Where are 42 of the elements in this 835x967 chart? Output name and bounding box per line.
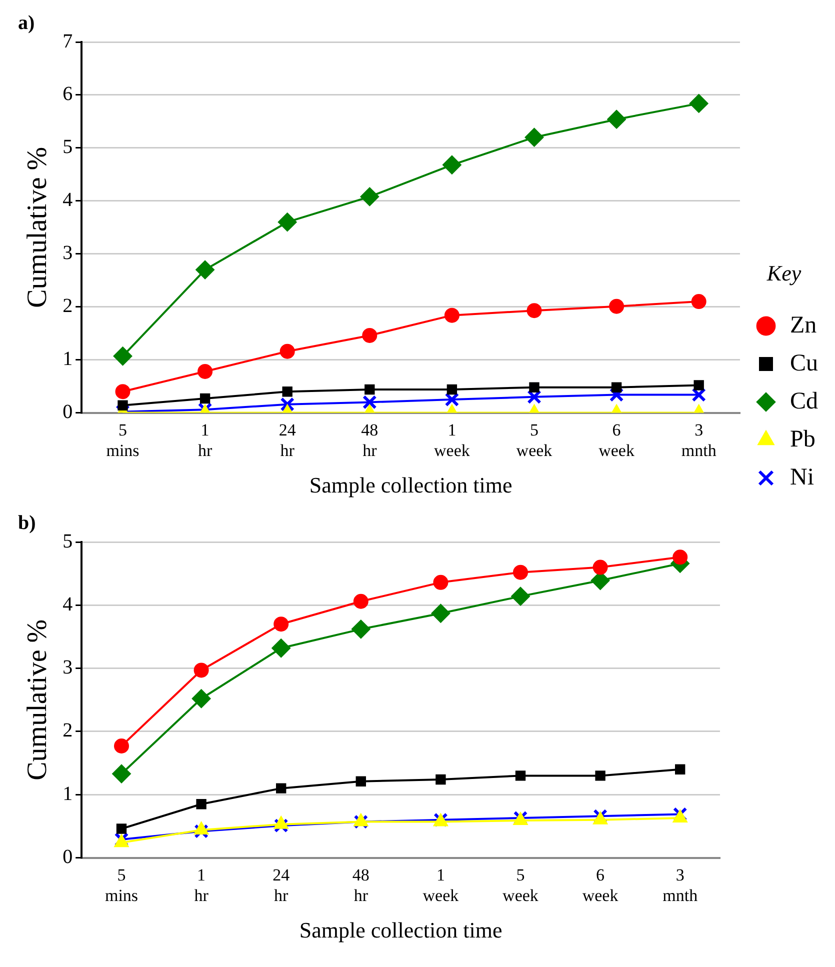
x-tick-label: 6 week (598, 420, 635, 460)
chart-title: a) (18, 12, 35, 34)
y-tick-label: 5 (62, 530, 73, 552)
legend-label: Pb (790, 426, 816, 452)
y-axis-title: Cumulative % (22, 146, 54, 308)
y-tick-label: 2 (62, 295, 73, 318)
y-tick-label: 2 (62, 720, 73, 742)
legend-label: Cd (790, 388, 818, 414)
x-tick-label: 5 mins (106, 420, 140, 460)
x-tick-label: 1 hr (198, 420, 212, 460)
x-axis-title: Sample collection time (299, 918, 502, 943)
x-axis-title: Sample collection time (309, 472, 512, 498)
x-tick-label: 48 hr (352, 865, 370, 905)
y-tick-label: 7 (62, 30, 73, 52)
y-tick-label: 1 (62, 348, 73, 370)
legend-label: Ni (790, 464, 814, 490)
x-tick-label: 48 hr (361, 420, 378, 460)
y-tick-label: 5 (62, 136, 73, 158)
y-tick-label: 3 (62, 656, 73, 679)
x-tick-label: 24 hr (278, 420, 296, 460)
x-tick-label: 5 week (516, 420, 553, 460)
x-tick-label: 1 week (422, 865, 460, 905)
x-tick-label: 3 mnth (681, 420, 717, 460)
y-tick-label: 1 (62, 782, 73, 805)
y-tick-label: 6 (62, 83, 73, 106)
legend-label: Cu (790, 350, 818, 376)
legend-title: Key (766, 260, 802, 286)
x-tick-label: 6 week (582, 865, 619, 905)
x-tick-label: 3 mnth (662, 865, 698, 905)
y-tick-label: 4 (62, 593, 73, 616)
y-tick-label: 0 (62, 846, 73, 868)
y-tick-label: 4 (62, 189, 73, 212)
legend-label: Zn (790, 312, 817, 338)
x-tick-label: 24 hr (272, 865, 290, 905)
x-tick-label: 5 week (502, 865, 539, 905)
x-tick-label: 1 hr (194, 865, 209, 905)
y-axis-title: Cumulative % (22, 619, 54, 780)
chart-title: b) (18, 512, 36, 534)
x-tick-label: 1 week (434, 420, 470, 460)
y-tick-label: 3 (62, 242, 73, 264)
y-tick-label: 0 (62, 401, 73, 424)
x-tick-label: 5 mins (104, 865, 138, 905)
